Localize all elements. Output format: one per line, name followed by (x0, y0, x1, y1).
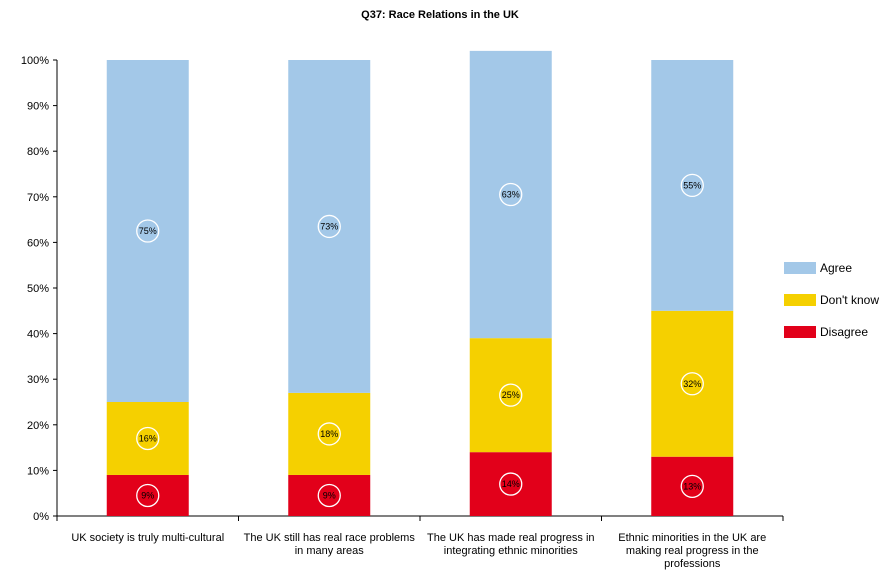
data-label-circle (680, 474, 704, 499)
bar-segment-disagree (106, 474, 189, 516)
legend-label-don-t-know: Don't know (820, 293, 879, 307)
y-tick-label: 10% (27, 465, 49, 477)
y-tick-label: 0% (33, 511, 49, 523)
data-label-circle (317, 422, 341, 446)
data-label-circle (136, 219, 160, 243)
data-label: 32% (683, 379, 701, 389)
data-label: 9% (323, 490, 336, 500)
data-label: 63% (502, 190, 520, 200)
x-category-label: The UK still has real race problems (244, 532, 416, 544)
bar-segment-don-t-know (651, 310, 734, 457)
data-label: 14% (502, 479, 520, 489)
legend-label-agree: Agree (820, 261, 852, 275)
data-label: 75% (139, 226, 157, 236)
x-category-label: UK society is truly multi-cultural (71, 532, 224, 544)
x-category-label: integrating ethnic minorities (444, 545, 578, 557)
bar-segment-disagree (651, 456, 734, 516)
y-tick-label: 30% (27, 374, 49, 386)
data-label-circle (136, 483, 160, 508)
legend-label-disagree: Disagree (820, 325, 868, 339)
data-label-circle (499, 182, 523, 207)
x-category-label: making real progress in the (626, 545, 759, 557)
bar-segment-don-t-know (469, 338, 552, 453)
y-tick-label: 40% (27, 329, 49, 341)
legend-swatch-disagree (784, 326, 816, 338)
bar-segment-agree (106, 60, 189, 402)
bar-segment-don-t-know (288, 392, 371, 475)
bar-segment-agree (651, 60, 734, 311)
data-label-circle (680, 372, 704, 396)
data-label: 73% (320, 221, 338, 231)
bar-segment-agree (288, 60, 371, 393)
data-label-circle (317, 483, 341, 508)
legend-swatch-don-t-know (784, 294, 816, 306)
bar-segment-agree (469, 50, 552, 339)
legend-swatch-agree (784, 262, 816, 274)
bar-segment-disagree (469, 452, 552, 516)
x-category-label: in many areas (295, 545, 365, 557)
data-label-circle (136, 426, 160, 451)
data-label: 18% (320, 429, 338, 439)
x-category-label: Ethnic minorities in the UK are (618, 532, 766, 544)
data-label: 55% (683, 180, 701, 190)
data-label-circle (499, 472, 523, 496)
y-tick-label: 70% (27, 192, 49, 204)
y-tick-label: 20% (27, 420, 49, 432)
chart-title: Q37: Race Relations in the UK (361, 9, 519, 21)
y-tick-label: 50% (27, 283, 49, 295)
x-category-label: professions (664, 558, 721, 570)
y-tick-label: 60% (27, 237, 49, 249)
y-tick-label: 100% (21, 55, 49, 67)
x-category-label: The UK has made real progress in (427, 532, 595, 544)
bar-segment-disagree (288, 474, 371, 516)
data-label: 13% (683, 481, 701, 491)
data-label-circle (317, 214, 341, 239)
data-label: 9% (141, 490, 154, 500)
data-label: 25% (502, 390, 520, 400)
y-tick-label: 80% (27, 146, 49, 158)
data-label: 16% (139, 433, 157, 443)
data-label-circle (680, 173, 704, 198)
y-tick-label: 90% (27, 101, 49, 113)
data-label-circle (499, 383, 523, 407)
bar-segment-don-t-know (106, 402, 189, 475)
